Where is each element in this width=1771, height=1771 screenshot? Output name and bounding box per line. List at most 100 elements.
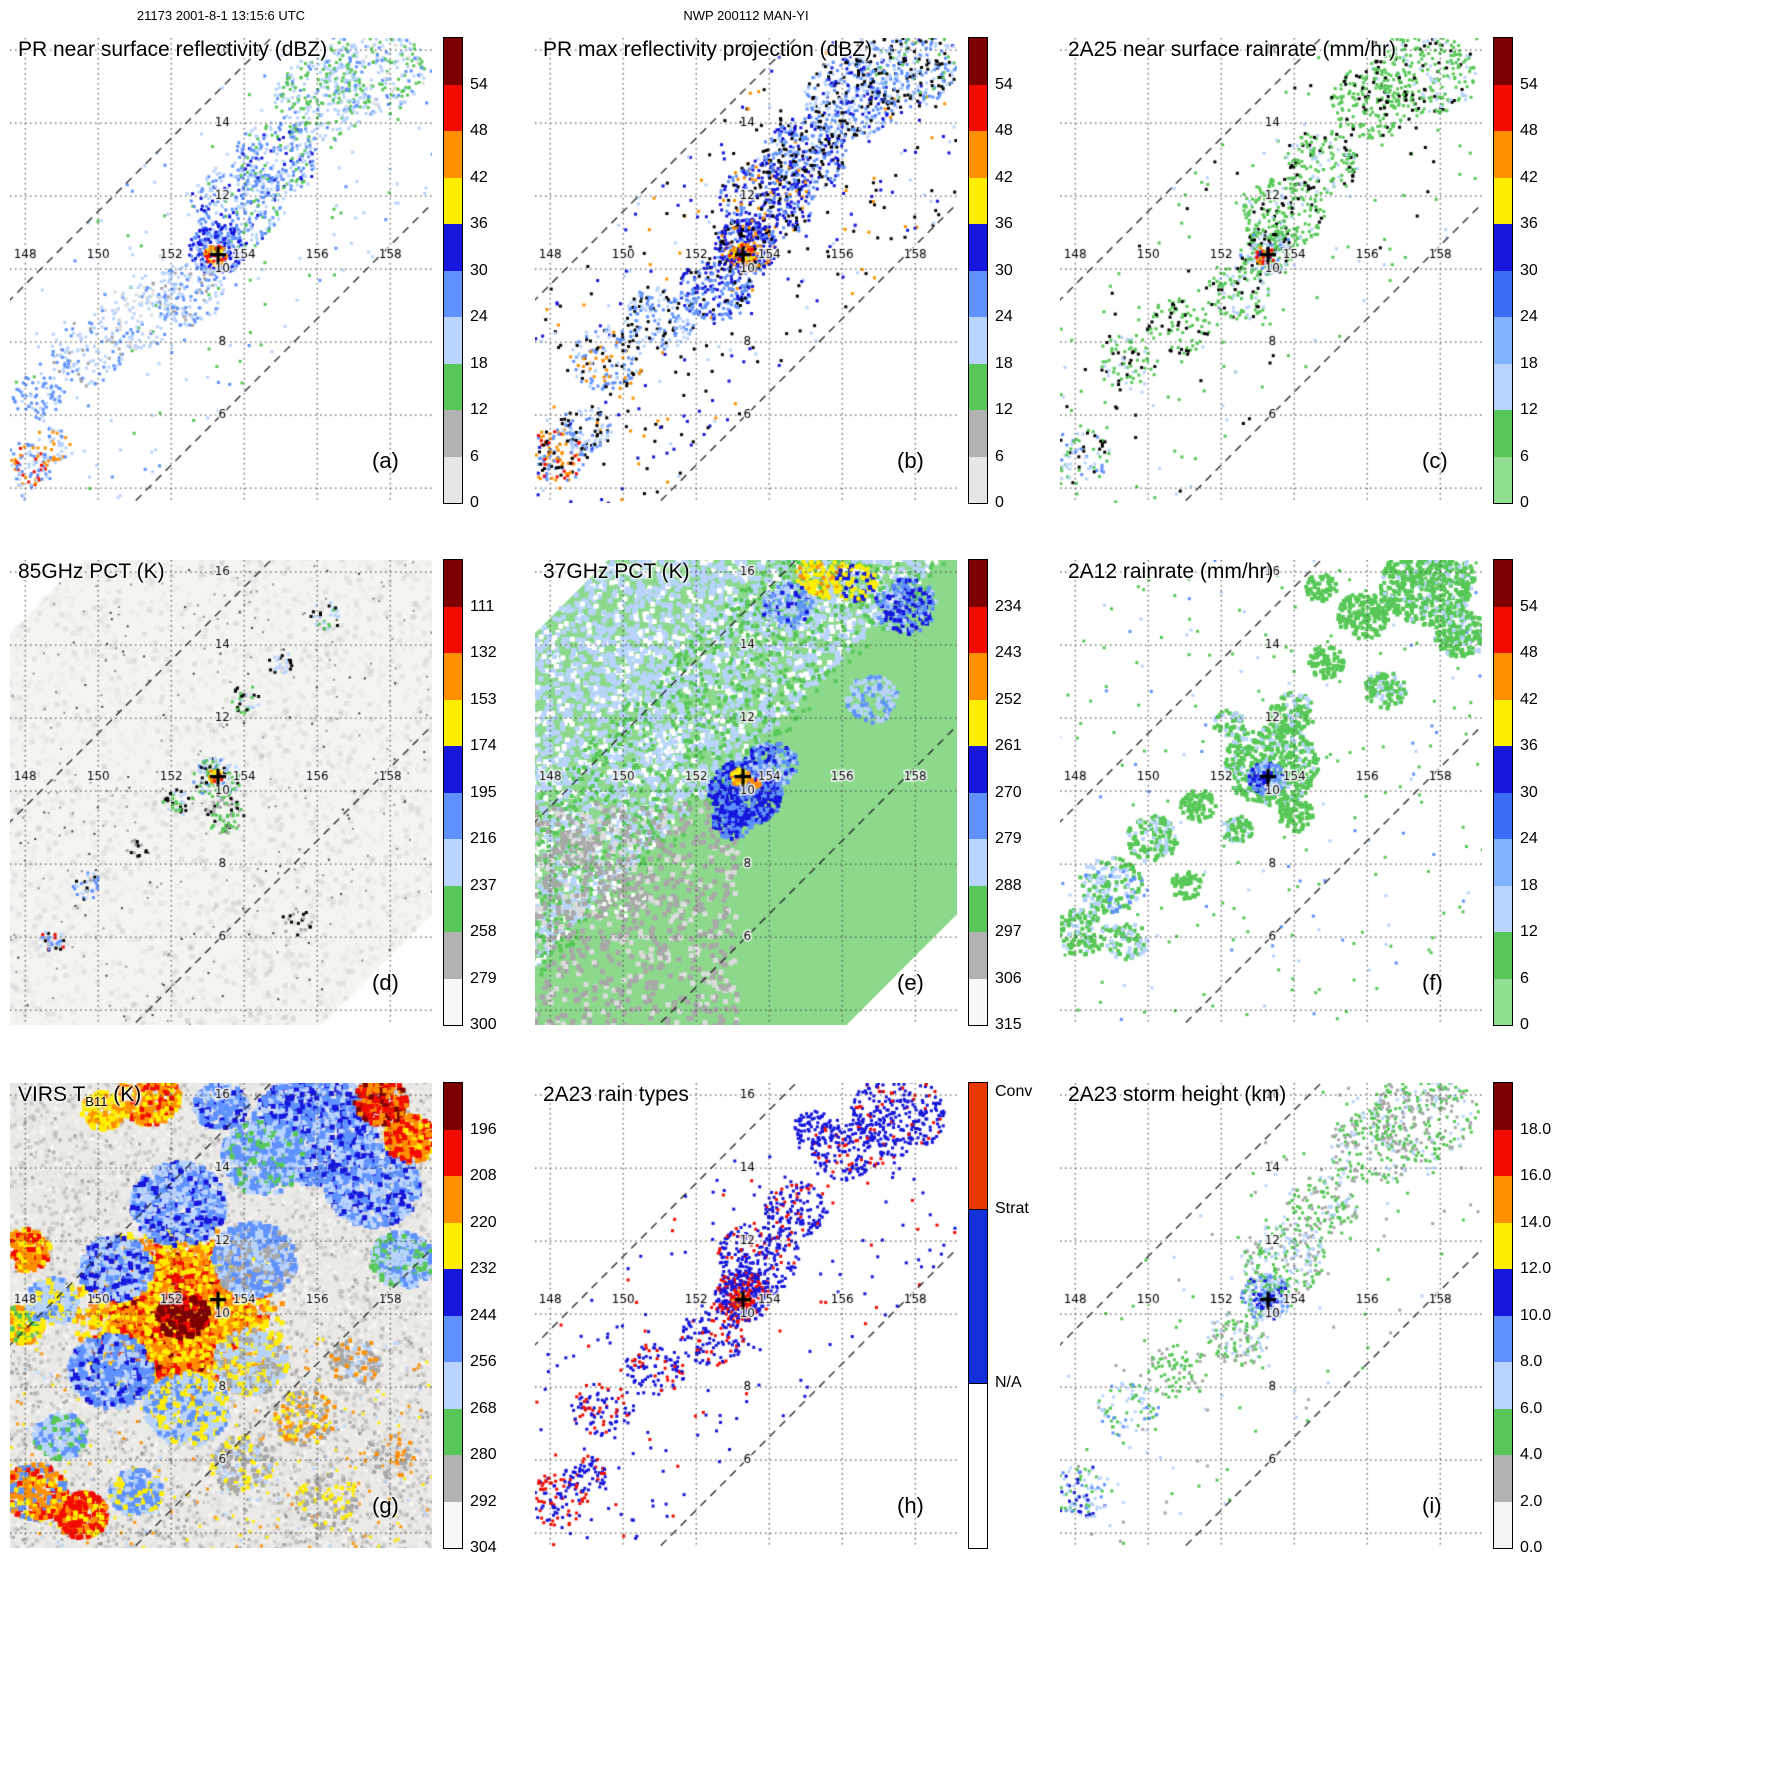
panel-a: PR near surface reflectivity (dBZ) (a) 5… bbox=[10, 37, 600, 558]
colorbar-tick: 30 bbox=[470, 261, 488, 279]
title-prefix: VIRS T bbox=[18, 1083, 86, 1106]
panel-letter: (f) bbox=[1422, 970, 1443, 995]
colorbar-bar bbox=[443, 37, 463, 504]
colorbar-segment bbox=[969, 653, 987, 700]
colorbar-tick: 2.0 bbox=[1520, 1492, 1543, 1510]
colorbar-tick: 6 bbox=[995, 447, 1004, 465]
colorbar-segment bbox=[969, 746, 987, 793]
colorbar-tick: 8.0 bbox=[1520, 1353, 1543, 1370]
colorbar-tick: 268 bbox=[470, 1399, 497, 1417]
colorbar-segment bbox=[1494, 131, 1512, 178]
colorbar-tick: 18 bbox=[995, 354, 1013, 372]
colorbar-segment bbox=[1494, 839, 1512, 886]
panel-c: 2A25 near surface rainrate (mm/hr) (c) 5… bbox=[1060, 37, 1650, 558]
colorbar-tick: 24 bbox=[1520, 308, 1538, 325]
colorbar-tick: 292 bbox=[470, 1492, 497, 1510]
colorbar-segment bbox=[1494, 653, 1512, 700]
colorbar-segment bbox=[444, 38, 462, 85]
colorbar-segment bbox=[969, 456, 987, 503]
colorbar-segment bbox=[444, 1362, 462, 1409]
colorbar-segment bbox=[1494, 560, 1512, 607]
panel-title: PR max reflectivity projection (dBZ) bbox=[543, 38, 873, 61]
colorbar-segment bbox=[444, 746, 462, 793]
map-canvas-e bbox=[535, 560, 957, 1025]
colorbar-tick: 216 bbox=[470, 830, 497, 847]
colorbar-label: N/A bbox=[995, 1373, 1022, 1391]
colorbar-segment bbox=[444, 932, 462, 979]
colorbar-segment bbox=[444, 456, 462, 503]
colorbar-segment bbox=[444, 1176, 462, 1223]
colorbar-bar bbox=[443, 559, 463, 1026]
panel-letter: (g) bbox=[372, 1493, 399, 1518]
colorbar-segment bbox=[1494, 885, 1512, 932]
colorbar-tick: 111 bbox=[470, 597, 495, 615]
colorbar-segment bbox=[444, 363, 462, 410]
colorbar-segment bbox=[1494, 1315, 1512, 1362]
colorbar-tick: 279 bbox=[470, 969, 497, 987]
colorbar-segment bbox=[1494, 606, 1512, 653]
colorbar-tick: 54 bbox=[1520, 75, 1538, 93]
colorbar-segment bbox=[969, 317, 987, 364]
map-canvas-a bbox=[10, 38, 432, 503]
panel-title: 37GHz PCT (K) bbox=[543, 560, 690, 583]
colorbar-tick: 153 bbox=[470, 690, 497, 708]
colorbar-tick: 54 bbox=[1520, 597, 1538, 615]
colorbar-segment bbox=[969, 1208, 987, 1384]
colorbar-segment bbox=[969, 560, 987, 607]
panel-letter: (d) bbox=[372, 970, 399, 995]
colorbar-tick: 18 bbox=[1520, 876, 1538, 894]
colorbar-segment bbox=[1494, 978, 1512, 1025]
colorbar-tick: 270 bbox=[995, 783, 1022, 801]
colorbar-tick: 6 bbox=[1520, 969, 1529, 987]
colorbar-tick: 36 bbox=[470, 215, 488, 232]
colorbar-tick: 244 bbox=[470, 1306, 497, 1324]
map-canvas-c bbox=[1060, 38, 1482, 503]
panel-g: VIRS TB11 (K) (g) 196 208 220 232 244 256 268 2… bbox=[10, 1082, 600, 1603]
colorbar-segment bbox=[969, 177, 987, 224]
colorbar-tick: 315 bbox=[995, 1016, 1022, 1033]
panel-h: 2A23 rain types (h) Conv Strat N/A bbox=[535, 1082, 1125, 1603]
colorbar-tick: 12 bbox=[995, 401, 1013, 418]
colorbar-segment bbox=[444, 131, 462, 178]
colorbar-tick: 36 bbox=[995, 215, 1013, 232]
colorbar-tick: 24 bbox=[1520, 830, 1538, 847]
panel-letter: (h) bbox=[897, 1493, 924, 1518]
colorbar-segment bbox=[444, 1222, 462, 1269]
colorbar-segment bbox=[444, 792, 462, 839]
colorbar-segment bbox=[1494, 363, 1512, 410]
colorbar: Conv Strat N/A bbox=[968, 1082, 1059, 1549]
colorbar: 18.0 16.0 14.0 12.0 10.0 8.0 6.0 4.0 2.0 0.0 bbox=[1493, 1082, 1584, 1556]
colorbar-tick: 18.0 bbox=[1520, 1120, 1552, 1138]
colorbar-tick: 0 bbox=[1520, 494, 1529, 511]
panel-title: 2A23 storm height (km) bbox=[1068, 1083, 1287, 1106]
colorbar-tick: 0.0 bbox=[1520, 1539, 1543, 1556]
colorbar: 54 48 42 36 30 24 18 12 6 0 bbox=[1493, 37, 1584, 511]
colorbar-tick: 0 bbox=[470, 494, 479, 511]
colorbar-segment bbox=[1494, 1362, 1512, 1409]
colorbar-tick: 12 bbox=[1520, 923, 1538, 940]
colorbar-tick: 18 bbox=[1520, 354, 1538, 372]
colorbar-tick: 300 bbox=[470, 1016, 497, 1033]
panel-title: 2A25 near surface rainrate (mm/hr) bbox=[1068, 38, 1396, 61]
colorbar-tick: 24 bbox=[995, 308, 1013, 325]
colorbar-label: Strat bbox=[995, 1199, 1029, 1217]
panel-d: 85GHz PCT (K) (d) 111 132 153 174 195 216 237 2… bbox=[10, 559, 600, 1080]
colorbar-segment bbox=[1494, 792, 1512, 839]
map-canvas-b bbox=[535, 38, 957, 503]
colorbar: 54 48 42 36 30 24 18 12 6 0 bbox=[1493, 559, 1584, 1033]
colorbar-segment bbox=[444, 317, 462, 364]
colorbar-bar bbox=[1493, 559, 1513, 1026]
colorbar-bar bbox=[443, 1082, 463, 1549]
colorbar-segment bbox=[1494, 932, 1512, 979]
colorbar-segment bbox=[1494, 746, 1512, 793]
panel-f: 2A12 rainrate (mm/hr) (f) 54 48 42 36 30 24 18… bbox=[1060, 559, 1650, 1080]
colorbar-segment bbox=[969, 1382, 987, 1548]
colorbar-segment bbox=[969, 978, 987, 1025]
colorbar-label: Conv bbox=[995, 1083, 1033, 1100]
colorbar-segment bbox=[444, 560, 462, 607]
panel-title: 2A12 rainrate (mm/hr) bbox=[1068, 560, 1274, 583]
colorbar-segment bbox=[444, 1315, 462, 1362]
colorbar-tick: 288 bbox=[995, 876, 1022, 894]
colorbar-segment bbox=[444, 1083, 462, 1130]
colorbar-segment bbox=[444, 1501, 462, 1548]
